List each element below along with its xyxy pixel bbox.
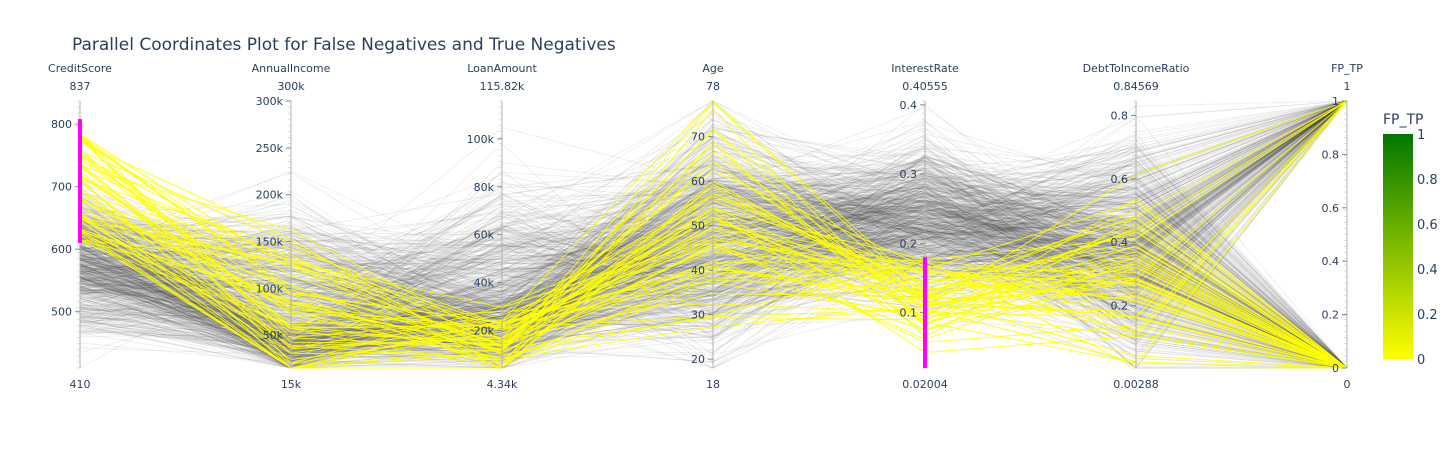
tick-label: 150k [256,236,284,249]
tick-label: 50k [263,329,284,342]
tick-label: 300k [256,95,284,108]
tick-label: 60 [691,175,705,188]
colorbar-tick-label: 1 [1417,128,1425,143]
axis-min-label: 410 [70,378,91,391]
axis-loanamount[interactable]: 20k 40k 60k 80k 100k LoanAmount 115.82k 4.34k [467,62,538,391]
tick-label: 250k [256,142,284,155]
tick-label: 0.1 [900,307,918,320]
tick-label: 0.4 [1322,255,1340,268]
axis-title[interactable]: LoanAmount [467,62,537,75]
tick-label: 500 [51,306,72,319]
tick-label: 60k [474,229,495,242]
tick-label: 20k [474,324,495,337]
tick-label: 40 [691,264,705,277]
tick-label: 0.2 [1111,300,1129,313]
axis-max-label: 1 [1344,80,1351,93]
tick-label: 0.6 [1322,202,1340,215]
axis-min-label: 15k [281,378,302,391]
tick-label: 50 [691,220,705,233]
axis-title[interactable]: InterestRate [891,62,959,75]
tick-label: 0.4 [1111,236,1129,249]
colorbar: FP_TP 0 0.2 0.4 0.6 0.8 1 [1383,112,1438,368]
tick-label: 40k [474,277,495,290]
tick-label: 0.8 [1322,148,1340,161]
tick-label: 80k [474,181,495,194]
axis-debttoincomeratio[interactable]: 0.2 0.4 0.6 0.8 DebtToIncomeRatio 0.84569 0.00… [1083,62,1190,391]
constraint-range-bar[interactable] [78,119,82,243]
chart-title: Parallel Coordinates Plot for False Nega… [72,35,616,55]
tick-label: 100k [256,282,284,295]
tick-label: 0.2 [1322,309,1340,322]
axis-creditscore[interactable]: 500 600 700 800 CreditScore 837 410 [48,62,112,391]
axis-min-label: 0.00288 [1113,378,1159,391]
colorbar-tick-label: 0.2 [1417,308,1438,323]
tick-label: 1 [1332,95,1339,108]
tick-label: 70 [691,131,705,144]
tick-label: 600 [51,243,72,256]
axis-interestrate[interactable]: 0.1 0.2 0.3 0.4 InterestRate 0.40555 0.02004 [891,62,959,391]
axis-max-label: 115.82k [480,80,525,93]
axis-age[interactable]: 20 30 40 50 60 70 Age 78 18 [691,62,724,391]
axis-max-label: 300k [277,80,305,93]
colorbar-tick-label: 0.4 [1417,263,1438,278]
axis-max-label: 78 [706,80,720,93]
axis-min-label: 0.02004 [902,378,948,391]
axis-fp_tp[interactable]: 0 0.2 0.4 0.6 0.8 1 FP_TP 1 0 [1322,62,1364,391]
tick-label: 200k [256,189,284,202]
tick-label: 0.4 [900,99,918,112]
tick-label: 800 [51,118,72,131]
colorbar-gradient [1383,134,1413,359]
tick-label: 0.8 [1111,109,1129,122]
axis-min-label: 0 [1344,378,1351,391]
axis-title[interactable]: AnnualIncome [252,62,331,75]
colorbar-tick-label: 0.8 [1417,173,1438,188]
axis-title[interactable]: FP_TP [1331,62,1363,75]
tick-label: 30 [691,309,705,322]
colorbar-tick-label: 0.6 [1417,218,1438,233]
tick-label: 0.2 [900,237,918,250]
axis-title[interactable]: Age [702,62,724,75]
tick-label: 0 [1332,362,1339,375]
axis-min-label: 4.34k [487,378,518,391]
axis-title[interactable]: DebtToIncomeRatio [1083,62,1190,75]
axis-max-label: 0.84569 [1113,80,1159,93]
tick-label: 0.6 [1111,173,1129,186]
axes-layer[interactable]: 500600700800CreditScore83741050k100k150k… [48,62,1363,391]
axis-min-label: 18 [706,378,720,391]
axis-title[interactable]: CreditScore [48,62,112,75]
axis-annualincome[interactable]: 50k 100k 150k 200k 250k 300k AnnualIncome 300k 1… [252,62,331,391]
axis-max-label: 837 [70,80,91,93]
constraint-range-bar[interactable] [923,257,927,368]
colorbar-tick-label: 0 [1417,353,1425,368]
tick-label: 0.3 [900,168,918,181]
tick-label: 700 [51,181,72,194]
tick-label: 20 [691,353,705,366]
axis-max-label: 0.40555 [902,80,948,93]
tick-label: 100k [467,133,495,146]
colorbar-title: FP_TP [1383,112,1424,128]
